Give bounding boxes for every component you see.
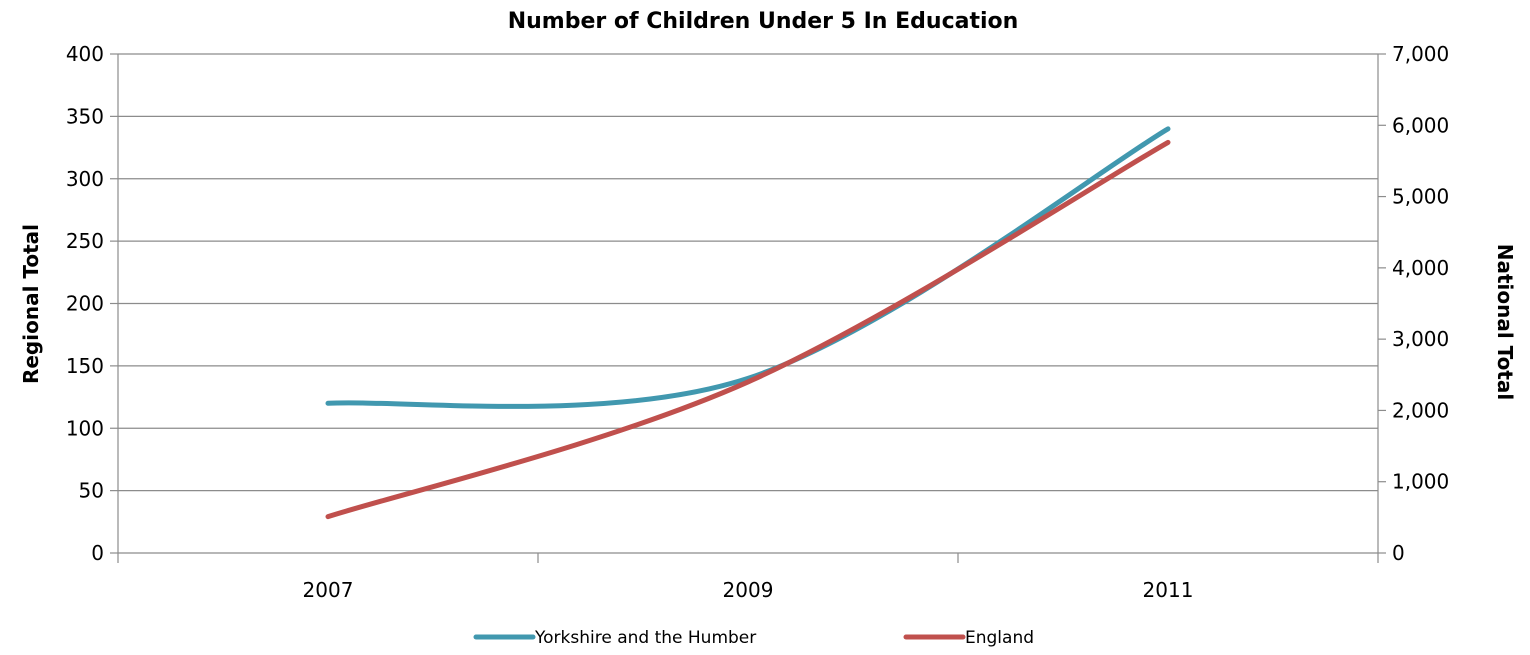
y-right-tick-label: 5,000	[1392, 185, 1449, 209]
y-left-tick-label: 150	[66, 354, 104, 378]
x-axis-ticks: 2007 2009 2011	[117, 553, 1379, 602]
y-right-tick-label: 3,000	[1392, 327, 1449, 351]
legend-label: Yorkshire and the Humber	[534, 628, 756, 648]
y-left-tick-label: 50	[79, 479, 104, 503]
y-right-tick-label: 7,000	[1392, 42, 1449, 66]
gridlines	[118, 53, 1378, 492]
y-axis-left-ticks: 0 50 100 150 200 250 300 350 400	[66, 42, 118, 565]
y-axis-left-title: Regional Total	[19, 224, 43, 384]
x-tick-label: 2011	[1143, 578, 1194, 602]
series-line-0	[325, 126, 1171, 409]
x-tick-label: 2007	[303, 578, 354, 602]
y-axis-right-ticks: 0 1,000 2,000 3,000 4,000 5,000 6,000 7,000	[1378, 42, 1449, 565]
legend: Yorkshire and the Humber England	[473, 628, 1034, 648]
y-right-tick-label: 0	[1392, 541, 1405, 565]
y-left-tick-label: 350	[66, 104, 104, 128]
y-left-tick-label: 300	[66, 167, 104, 191]
x-tick-label: 2009	[723, 578, 774, 602]
y-right-tick-label: 6,000	[1392, 113, 1449, 137]
y-left-tick-label: 0	[91, 541, 104, 565]
y-right-tick-label: 2,000	[1392, 398, 1449, 422]
y-left-tick-label: 400	[66, 42, 104, 66]
y-right-tick-label: 1,000	[1392, 470, 1449, 494]
y-left-tick-label: 250	[66, 229, 104, 253]
y-axis-right-title: National Total	[1493, 244, 1517, 401]
y-left-tick-label: 200	[66, 292, 104, 316]
y-right-tick-label: 4,000	[1392, 256, 1449, 280]
chart-title: Number of Children Under 5 In Education	[508, 9, 1019, 34]
series-line-1	[325, 139, 1171, 520]
y-left-tick-label: 100	[66, 416, 104, 440]
legend-label: England	[965, 628, 1034, 648]
series-lines	[325, 126, 1171, 520]
